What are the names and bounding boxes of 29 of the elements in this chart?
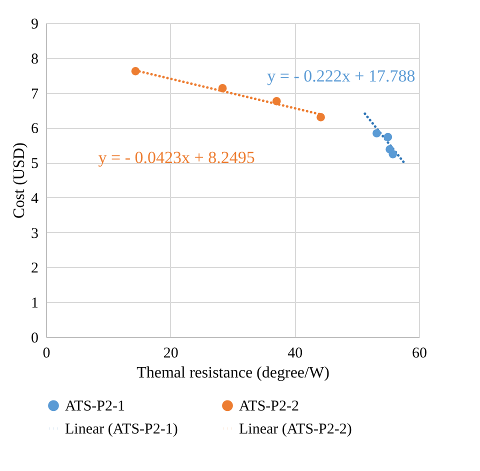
x-axis-title: Themal resistance (degree/W) xyxy=(136,364,330,382)
x-tick-label: 0 xyxy=(42,346,50,362)
legend-label: ATS-P2-1 xyxy=(65,398,126,415)
x-tick-label: 60 xyxy=(412,346,427,362)
annotation: y = - 0.222x + 17.788 xyxy=(267,66,416,86)
x-tick-label: 20 xyxy=(163,346,178,362)
y-tick-label: 5 xyxy=(31,156,38,172)
legend-label: ATS-P2-2 xyxy=(239,398,300,415)
y-tick-label: 2 xyxy=(31,260,38,277)
legend-label: Linear (ATS-P2-2) xyxy=(239,422,352,438)
y-tick-label: 4 xyxy=(31,190,39,207)
point xyxy=(131,66,140,76)
point xyxy=(372,129,381,138)
point xyxy=(316,113,325,122)
point xyxy=(218,84,227,92)
legend-label: Linear (ATS-P2-1) xyxy=(65,422,178,438)
x-tick-label: 40 xyxy=(288,346,303,362)
point xyxy=(272,96,281,106)
y-tick-label: 1 xyxy=(31,296,38,312)
y-tick-label: 8 xyxy=(31,51,38,68)
annotation: y = - 0.0423x + 8.2495 xyxy=(98,148,255,168)
point xyxy=(388,150,398,158)
y-tick-label: 9 xyxy=(31,16,38,32)
y-axis-title: Cost (USD) xyxy=(11,142,28,219)
y-tick-label: 6 xyxy=(31,121,39,138)
point xyxy=(384,132,392,142)
y-tick-label: 0 xyxy=(31,330,38,346)
y-tick-label: 7 xyxy=(31,86,39,102)
y-tick-label: 3 xyxy=(31,226,38,242)
